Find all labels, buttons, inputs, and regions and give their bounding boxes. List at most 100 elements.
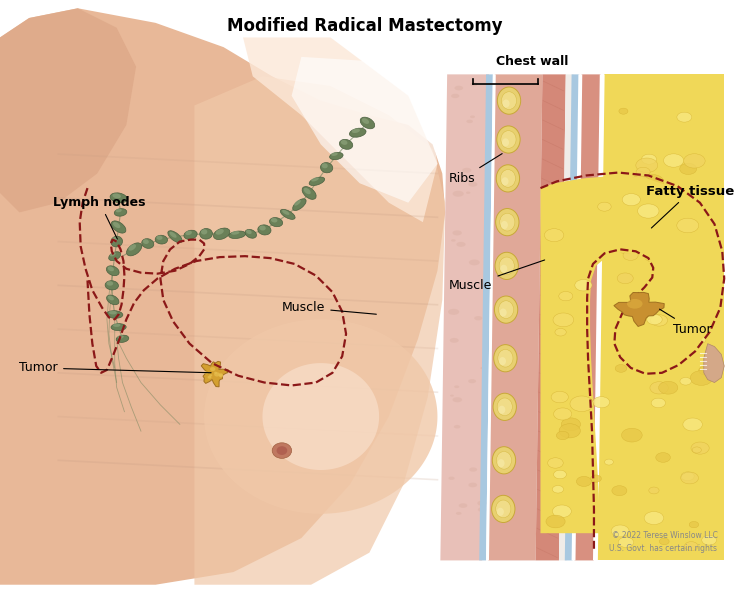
Ellipse shape: [500, 213, 515, 231]
Ellipse shape: [548, 458, 563, 468]
Ellipse shape: [502, 138, 509, 146]
Ellipse shape: [208, 376, 212, 379]
Ellipse shape: [656, 452, 670, 463]
Ellipse shape: [214, 372, 220, 377]
Ellipse shape: [612, 486, 627, 496]
Polygon shape: [593, 74, 604, 560]
Ellipse shape: [680, 163, 697, 174]
Ellipse shape: [292, 199, 306, 211]
Ellipse shape: [246, 229, 252, 234]
Ellipse shape: [218, 373, 223, 377]
Ellipse shape: [352, 129, 360, 133]
Ellipse shape: [474, 316, 482, 320]
Ellipse shape: [478, 507, 487, 512]
Ellipse shape: [501, 130, 516, 148]
Ellipse shape: [469, 260, 480, 265]
Ellipse shape: [108, 295, 114, 301]
Ellipse shape: [470, 116, 475, 118]
Ellipse shape: [219, 374, 224, 377]
Ellipse shape: [496, 126, 520, 153]
Ellipse shape: [110, 193, 127, 203]
Ellipse shape: [646, 314, 662, 324]
Ellipse shape: [651, 398, 665, 408]
Ellipse shape: [329, 152, 343, 160]
Ellipse shape: [690, 371, 712, 385]
Ellipse shape: [450, 338, 459, 343]
Ellipse shape: [638, 204, 659, 218]
Ellipse shape: [592, 397, 610, 408]
Ellipse shape: [644, 250, 663, 262]
Polygon shape: [440, 74, 489, 560]
Ellipse shape: [106, 281, 113, 286]
Ellipse shape: [454, 425, 460, 429]
Ellipse shape: [494, 345, 517, 372]
Ellipse shape: [155, 235, 167, 244]
Ellipse shape: [331, 152, 338, 156]
Ellipse shape: [480, 367, 484, 369]
Ellipse shape: [645, 205, 665, 218]
Ellipse shape: [450, 394, 454, 397]
Ellipse shape: [340, 140, 347, 145]
Polygon shape: [292, 57, 437, 203]
Ellipse shape: [111, 324, 126, 331]
Ellipse shape: [624, 203, 638, 212]
Text: Tumor: Tumor: [659, 309, 711, 336]
Ellipse shape: [309, 177, 325, 186]
Ellipse shape: [615, 240, 637, 254]
Ellipse shape: [105, 280, 118, 290]
Ellipse shape: [468, 182, 478, 187]
Ellipse shape: [277, 446, 287, 455]
Ellipse shape: [493, 393, 517, 420]
Ellipse shape: [670, 238, 686, 248]
Text: Fatty tissue: Fatty tissue: [646, 185, 735, 228]
Ellipse shape: [570, 396, 593, 412]
Ellipse shape: [590, 475, 602, 482]
Ellipse shape: [111, 221, 126, 233]
Ellipse shape: [258, 225, 271, 235]
Polygon shape: [565, 74, 579, 560]
Ellipse shape: [650, 382, 668, 394]
Polygon shape: [479, 74, 493, 560]
Ellipse shape: [683, 418, 702, 431]
Ellipse shape: [675, 294, 691, 305]
Ellipse shape: [245, 229, 256, 238]
Ellipse shape: [630, 206, 640, 213]
Polygon shape: [447, 74, 729, 560]
Ellipse shape: [502, 92, 517, 110]
Ellipse shape: [501, 221, 508, 229]
Ellipse shape: [665, 211, 684, 223]
Ellipse shape: [294, 200, 301, 206]
Polygon shape: [572, 74, 582, 560]
Ellipse shape: [629, 223, 639, 229]
Ellipse shape: [499, 257, 514, 275]
Ellipse shape: [668, 267, 682, 277]
Ellipse shape: [271, 218, 278, 222]
Text: © 2022 Terese Winslow LLC
U.S. Govt. has certain rights: © 2022 Terese Winslow LLC U.S. Govt. has…: [610, 531, 718, 553]
Ellipse shape: [622, 193, 640, 206]
Text: Muscle: Muscle: [282, 301, 376, 314]
Ellipse shape: [681, 472, 694, 480]
Ellipse shape: [113, 222, 120, 228]
Ellipse shape: [456, 512, 461, 515]
Ellipse shape: [619, 108, 628, 114]
Ellipse shape: [500, 170, 515, 187]
Ellipse shape: [615, 365, 627, 372]
Ellipse shape: [142, 238, 154, 248]
Ellipse shape: [454, 85, 464, 90]
Ellipse shape: [627, 299, 643, 308]
Polygon shape: [536, 74, 566, 560]
Ellipse shape: [210, 367, 215, 371]
Ellipse shape: [497, 459, 505, 467]
Ellipse shape: [622, 246, 632, 253]
Ellipse shape: [668, 321, 689, 336]
Polygon shape: [486, 74, 496, 560]
Ellipse shape: [641, 154, 656, 164]
Ellipse shape: [142, 239, 148, 244]
Ellipse shape: [360, 117, 375, 129]
Ellipse shape: [127, 243, 142, 256]
Ellipse shape: [462, 168, 472, 173]
Polygon shape: [262, 363, 379, 470]
Text: Ribs: Ribs: [449, 154, 503, 185]
Ellipse shape: [689, 521, 699, 528]
Ellipse shape: [470, 467, 477, 471]
